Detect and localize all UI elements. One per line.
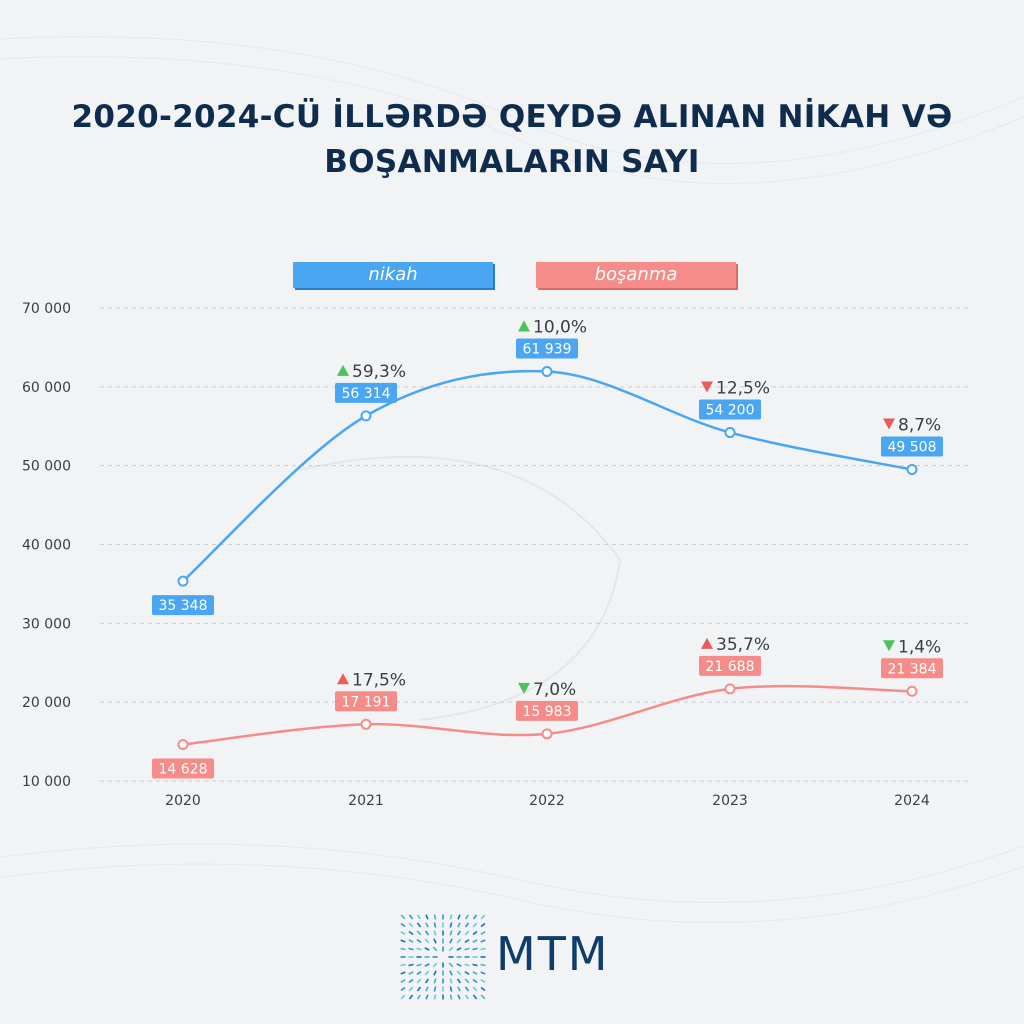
arrow-up-icon	[337, 364, 349, 376]
data-point-bosanma	[360, 718, 372, 730]
value-label-bosanma: 21 384	[888, 661, 937, 677]
data-point-nikah	[177, 575, 189, 587]
value-label-bg-nikah	[516, 338, 578, 359]
data-point-nikah	[906, 464, 918, 476]
data-point-bosanma	[177, 739, 189, 751]
series-line-nikah	[182, 369, 913, 583]
arrow-up-icon	[337, 673, 349, 685]
y-tick-label: 20 000	[22, 695, 71, 711]
x-tick-label: 2021	[348, 793, 384, 809]
arrow-down-icon	[883, 418, 895, 430]
legend-bosanma: boşanma	[536, 262, 736, 288]
value-label-bg-nikah	[881, 436, 943, 457]
arrow-up-icon	[518, 320, 530, 332]
value-label-bg-bosanma	[152, 758, 214, 779]
mtm-logo-icon	[400, 914, 486, 1000]
change-label-bosanma: 35,7%	[716, 635, 770, 655]
data-point-nikah	[541, 366, 553, 378]
legend-nikah: nikah	[293, 262, 493, 288]
value-label-bosanma: 17 191	[342, 694, 391, 710]
value-label-nikah: 49 508	[888, 440, 937, 456]
data-point-bosanma	[906, 685, 918, 697]
x-tick-label: 2023	[712, 793, 748, 809]
logo-text: MTM	[496, 927, 610, 981]
x-tick-label: 2024	[894, 793, 930, 809]
arrow-down-icon	[883, 640, 895, 652]
arrow-down-icon	[518, 682, 530, 694]
value-label-nikah: 35 348	[159, 598, 208, 614]
data-point-bosanma	[541, 728, 553, 740]
change-label-nikah: 8,7%	[898, 416, 941, 436]
change-label-nikah: 10,0%	[533, 318, 587, 338]
x-tick-label: 2022	[529, 793, 565, 809]
value-label-nikah: 56 314	[342, 386, 391, 402]
chart-title-line2: BOŞANMALARIN SAYI	[324, 144, 700, 180]
value-label-nikah: 61 939	[523, 342, 572, 358]
change-label-bosanma: 17,5%	[352, 670, 406, 690]
y-tick-label: 70 000	[22, 301, 71, 317]
change-label-nikah: 12,5%	[716, 379, 770, 399]
change-label-bosanma: 1,4%	[898, 637, 941, 657]
change-label-nikah: 59,3%	[352, 362, 406, 382]
y-tick-label: 40 000	[22, 538, 71, 554]
y-tick-label: 60 000	[22, 380, 71, 396]
change-label-bosanma: 7,0%	[533, 680, 576, 700]
y-tick-label: 30 000	[22, 616, 71, 632]
value-label-bg-bosanma	[516, 700, 578, 721]
x-tick-label: 2020	[165, 793, 201, 809]
chart-title-line1: 2020-2024-CÜ İLLƏRDƏ QEYDƏ ALINAN NİKAH …	[71, 99, 953, 135]
value-label-bg-nikah	[152, 595, 214, 616]
value-label-bosanma: 21 688	[706, 659, 755, 675]
value-label-bg-nikah	[699, 399, 761, 420]
value-label-bg-nikah	[335, 382, 397, 403]
value-label-bg-bosanma	[881, 658, 943, 679]
y-tick-label: 10 000	[22, 774, 71, 790]
value-label-bosanma: 14 628	[159, 762, 208, 778]
value-label-bosanma: 15 983	[523, 704, 572, 720]
arrow-down-icon	[701, 381, 713, 393]
value-label-bg-bosanma	[335, 691, 397, 712]
y-tick-label: 50 000	[22, 459, 71, 475]
value-label-nikah: 54 200	[706, 403, 755, 419]
data-point-bosanma	[724, 683, 736, 695]
data-point-nikah	[360, 410, 372, 422]
arrow-up-icon	[701, 637, 713, 649]
data-point-nikah	[724, 427, 736, 439]
value-label-bg-bosanma	[699, 655, 761, 676]
